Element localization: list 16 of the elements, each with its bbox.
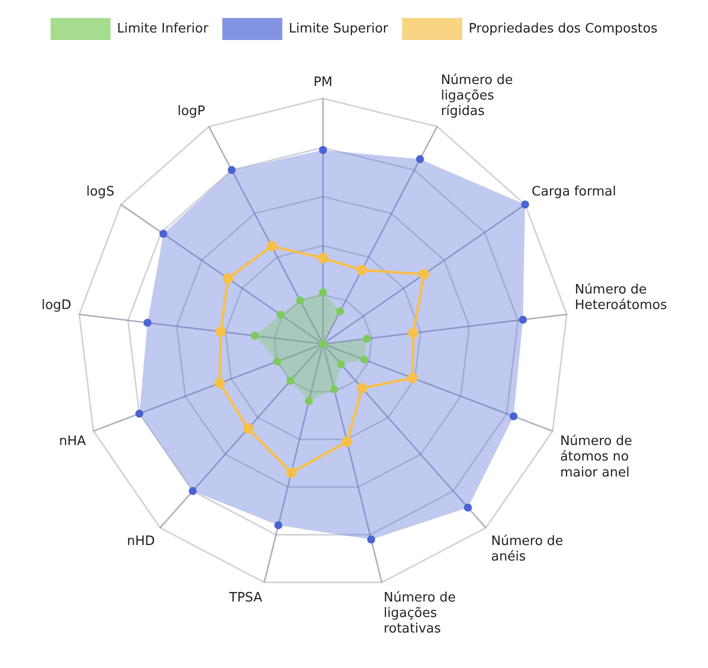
- spoke-label: PM: [313, 75, 333, 90]
- spoke-label: nHA: [58, 434, 86, 450]
- spoke-label: Número de átomos no maior anel: [560, 434, 632, 480]
- spoke-label: logD: [41, 298, 72, 314]
- spoke-label: logP: [177, 104, 206, 120]
- legend-label: Propriedades dos Compostos: [468, 21, 658, 36]
- spoke-label: Número de Heteroátomos: [574, 282, 668, 314]
- spoke-label: Número de ligações rotativas: [384, 590, 456, 637]
- spoke-label: Número de ligações rígidas: [440, 72, 513, 120]
- spoke-label: TPSA: [228, 590, 262, 606]
- spoke-label: nHD: [126, 534, 155, 549]
- spoke-label: logS: [86, 184, 114, 200]
- spoke-label: Carga formal: [532, 184, 616, 200]
- legend-label: Limite Superior: [288, 21, 389, 36]
- legend-label: Limite Inferior: [117, 21, 209, 36]
- spoke-label: Número de anéis: [491, 534, 564, 565]
